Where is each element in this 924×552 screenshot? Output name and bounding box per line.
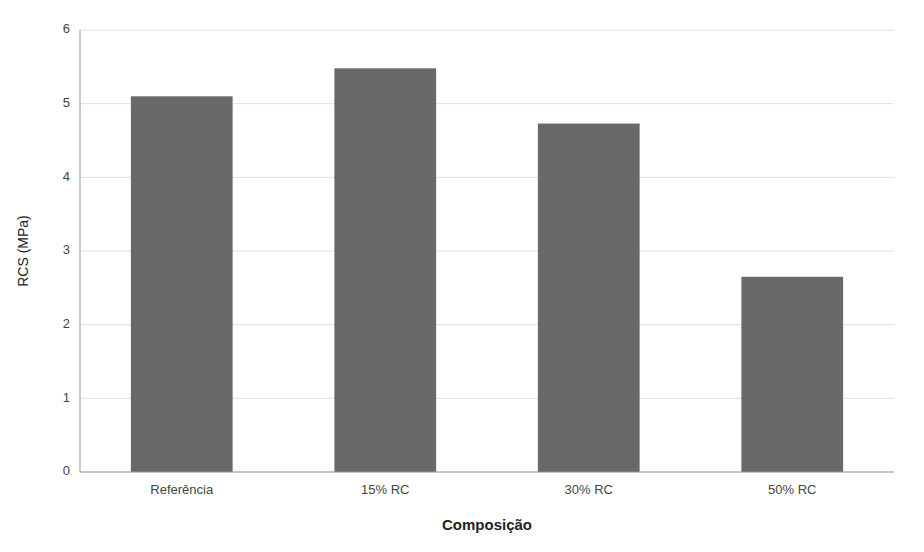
y-tick-label: 4 xyxy=(63,169,70,184)
grid-line xyxy=(80,472,894,473)
y-axis: 0 1 2 3 4 5 6 xyxy=(63,21,894,478)
y-tick-label: 1 xyxy=(63,390,70,405)
grid-line xyxy=(80,30,894,31)
x-tick-label: 50% RC xyxy=(768,482,816,497)
x-axis: Referência 15% RC 30% RC 50% RC xyxy=(150,482,816,497)
x-tick-label: 30% RC xyxy=(565,482,613,497)
y-axis-title: RCS (MPa) xyxy=(15,215,31,287)
y-tick-label: 5 xyxy=(63,95,70,110)
x-axis-title: Composição xyxy=(442,516,532,533)
y-tick-label: 6 xyxy=(63,21,70,36)
axes xyxy=(80,30,894,472)
bars xyxy=(131,68,843,472)
y-tick-label: 3 xyxy=(63,242,70,257)
x-axis-line xyxy=(80,472,894,473)
bar xyxy=(131,96,233,472)
bar xyxy=(538,124,640,472)
chart: 0 1 2 3 4 5 6 Referência 15% RC 30% RC 50% RC Compo… xyxy=(0,0,924,552)
bar xyxy=(334,68,436,472)
y-tick-label: 2 xyxy=(63,316,70,331)
bar xyxy=(741,277,843,472)
chart-container: 0 1 2 3 4 5 6 Referência 15% RC 30% RC 50% RC Compo… xyxy=(0,0,924,552)
y-tick-label: 0 xyxy=(63,463,70,478)
x-tick-label: Referência xyxy=(150,482,214,497)
x-tick-label: 15% RC xyxy=(361,482,409,497)
y-axis-line xyxy=(80,30,81,472)
